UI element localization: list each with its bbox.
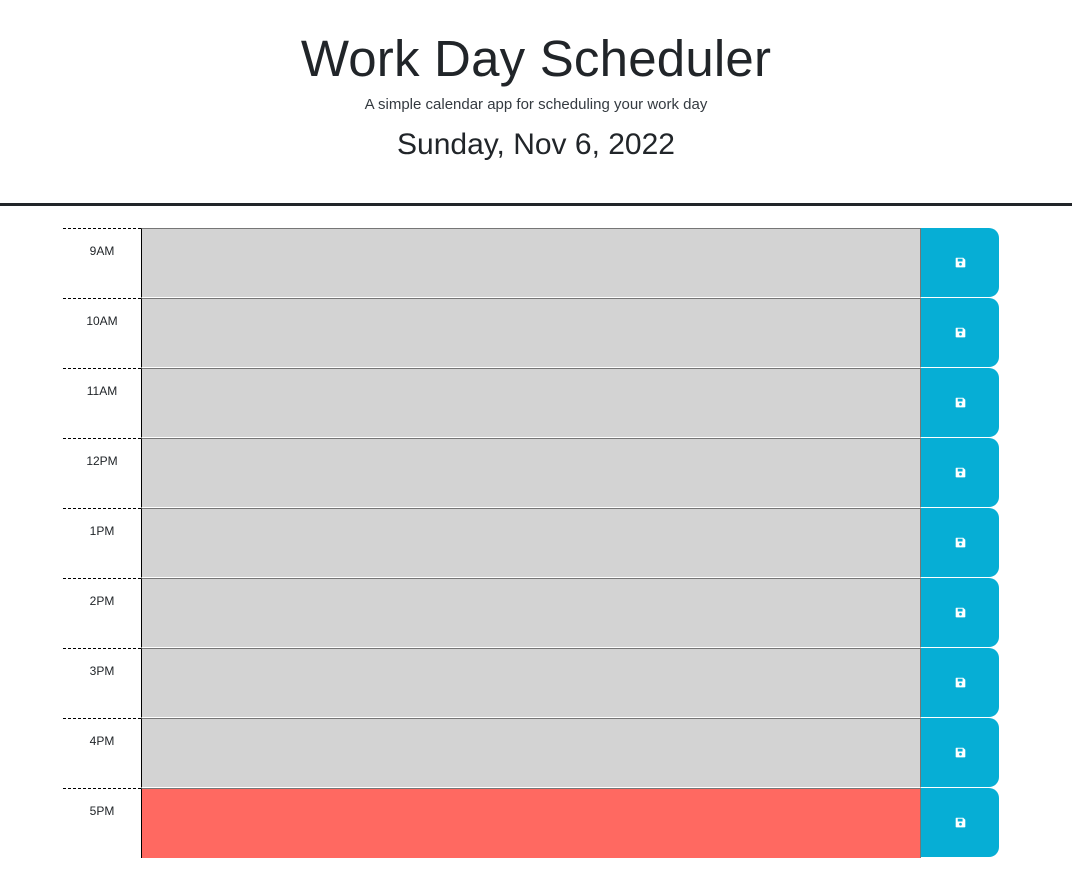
floppy-disk-icon — [955, 747, 966, 758]
event-description-input[interactable] — [141, 718, 921, 788]
hour-label: 3PM — [63, 648, 141, 718]
hour-label: 2PM — [63, 578, 141, 648]
event-description-input[interactable] — [141, 368, 921, 438]
time-block-row: 3PM — [63, 648, 999, 718]
floppy-disk-icon — [955, 537, 966, 548]
event-description-input[interactable] — [141, 788, 921, 858]
time-block-row: 11AM — [63, 368, 999, 438]
time-block-row: 5PM — [63, 788, 999, 858]
save-button[interactable] — [921, 508, 999, 577]
page-subtitle: A simple calendar app for scheduling you… — [364, 96, 708, 113]
event-description-input[interactable] — [141, 578, 921, 648]
floppy-disk-icon — [955, 607, 966, 618]
current-date: Sunday, Nov 6, 2022 — [397, 128, 675, 161]
floppy-disk-icon — [955, 327, 966, 338]
save-button[interactable] — [921, 718, 999, 787]
hour-label: 4PM — [63, 718, 141, 788]
hour-label: 9AM — [63, 228, 141, 298]
floppy-disk-icon — [955, 467, 966, 478]
save-button[interactable] — [921, 298, 999, 367]
save-button[interactable] — [921, 578, 999, 647]
save-button[interactable] — [921, 368, 999, 437]
event-description-input[interactable] — [141, 508, 921, 578]
time-block-row: 10AM — [63, 298, 999, 368]
schedule-container: 9AM 10AM 11AM 12PM 1PM 2PM 3PM 4PM 5PM — [63, 228, 999, 858]
hour-label: 12PM — [63, 438, 141, 508]
floppy-disk-icon — [955, 257, 966, 268]
time-block-row: 2PM — [63, 578, 999, 648]
floppy-disk-icon — [955, 397, 966, 408]
save-button[interactable] — [921, 648, 999, 717]
floppy-disk-icon — [955, 677, 966, 688]
hour-label: 11AM — [63, 368, 141, 438]
time-block-row: 12PM — [63, 438, 999, 508]
event-description-input[interactable] — [141, 228, 921, 298]
event-description-input[interactable] — [141, 298, 921, 368]
event-description-input[interactable] — [141, 438, 921, 508]
event-description-input[interactable] — [141, 648, 921, 718]
page-title: Work Day Scheduler — [300, 30, 772, 87]
save-button[interactable] — [921, 788, 999, 857]
save-button[interactable] — [921, 228, 999, 297]
time-block-row: 4PM — [63, 718, 999, 788]
hour-label: 5PM — [63, 788, 141, 858]
time-block-row: 9AM — [63, 228, 999, 298]
time-block-row: 1PM — [63, 508, 999, 578]
save-button[interactable] — [921, 438, 999, 507]
hour-label: 1PM — [63, 508, 141, 578]
page-header: Work Day Scheduler A simple calendar app… — [0, 0, 1072, 206]
floppy-disk-icon — [955, 817, 966, 828]
hour-label: 10AM — [63, 298, 141, 368]
